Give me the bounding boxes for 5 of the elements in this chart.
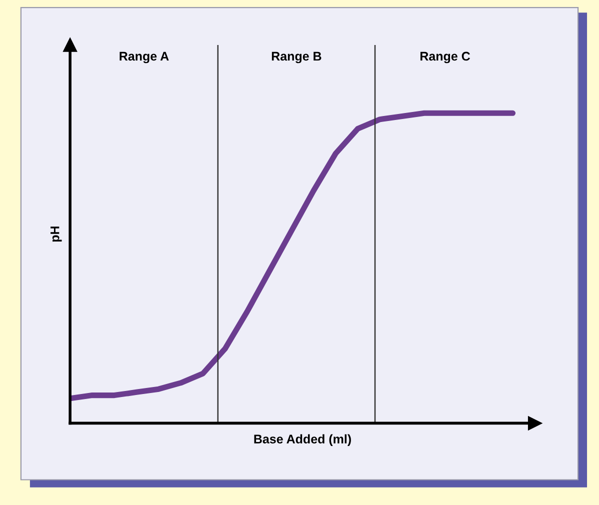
text: Range C [420, 52, 470, 64]
y-axis-title: pH [50, 226, 62, 242]
text: Range A [120, 52, 169, 64]
x-axis-title: Base Added (ml) [254, 434, 351, 446]
text: Range B [272, 52, 322, 64]
